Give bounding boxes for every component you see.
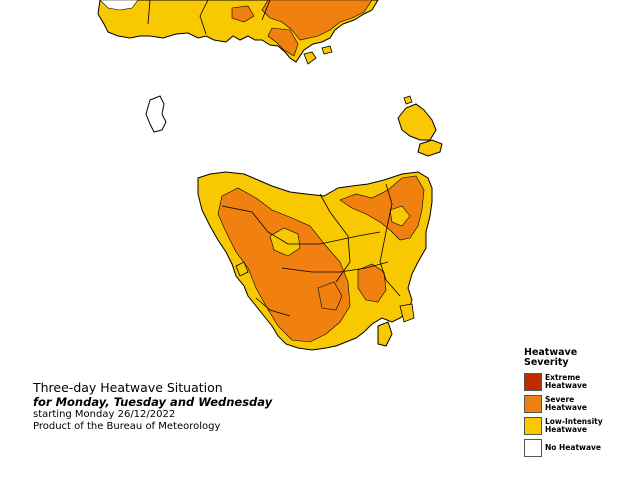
product-credit: Product of the Bureau of Meteorology xyxy=(33,421,221,432)
bruny-island xyxy=(377,321,393,347)
legend-label-low-intensity: Low-Intensity Heatwave xyxy=(545,417,603,434)
island xyxy=(321,45,333,55)
legend-label-extreme: Extreme Heatwave xyxy=(545,373,587,390)
legend-title: Heatwave Severity xyxy=(524,347,578,368)
district-boundary xyxy=(255,297,291,317)
legend-item-none: No Heatwave xyxy=(524,437,624,459)
district-boundary xyxy=(199,0,209,35)
mainland-severe-area xyxy=(261,0,373,41)
district-boundary xyxy=(261,0,271,21)
island xyxy=(403,95,413,105)
legend-item-low-intensity: Low-Intensity Heatwave xyxy=(524,415,624,437)
district-boundary xyxy=(147,0,151,25)
legend-swatch-severe xyxy=(524,395,542,413)
map-subtitle: for Monday, Tuesday and Wednesday xyxy=(33,395,273,409)
island xyxy=(399,303,415,323)
district-boundary xyxy=(281,261,389,273)
mainland-severe-area xyxy=(231,5,255,23)
tasmania-severe-area xyxy=(357,263,387,303)
forecast-date: starting Monday 26/12/2022 xyxy=(33,409,176,420)
island xyxy=(303,51,317,65)
tasmania-severe-area xyxy=(217,187,351,343)
tasmania-low-intensity-pocket xyxy=(389,205,411,227)
king-island xyxy=(145,95,167,133)
map-caption: Three-day Heatwave Situation for Monday,… xyxy=(33,380,272,433)
legend: Heatwave Severity Extreme Heatwave Sever… xyxy=(524,348,624,459)
tasmania-severe-area xyxy=(317,281,343,311)
legend-swatch-low-intensity xyxy=(524,417,542,435)
legend-item-extreme: Extreme Heatwave xyxy=(524,371,624,393)
legend-swatch-none xyxy=(524,439,542,457)
legend-label-severe: Severe Heatwave xyxy=(545,395,587,412)
legend-label-none: No Heatwave xyxy=(545,443,602,452)
flinders-island xyxy=(397,103,437,141)
district-boundary xyxy=(379,183,401,297)
map-title: Three-day Heatwave Situation xyxy=(33,380,223,395)
legend-swatch-extreme xyxy=(524,373,542,391)
district-boundary xyxy=(221,205,381,245)
mainland-no-heatwave-area xyxy=(99,0,139,11)
legend-item-severe: Severe Heatwave xyxy=(524,393,624,415)
district-boundary xyxy=(319,193,351,283)
cape-barren-island xyxy=(417,139,443,157)
island xyxy=(235,261,249,277)
mainland-severe-area xyxy=(267,27,299,57)
